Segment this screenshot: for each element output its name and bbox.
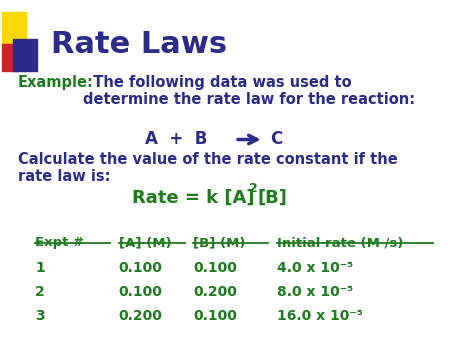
Text: C: C [270, 130, 283, 148]
Text: 0.200: 0.200 [118, 309, 163, 323]
Text: 3: 3 [35, 309, 45, 323]
Text: 2: 2 [35, 285, 45, 299]
Text: 0.100: 0.100 [193, 261, 237, 275]
Text: 16.0 x 10⁻⁵: 16.0 x 10⁻⁵ [277, 309, 363, 323]
Text: 0.100: 0.100 [118, 285, 163, 299]
Text: Initial rate (M /s): Initial rate (M /s) [277, 236, 403, 249]
Text: Calculate the value of the rate constant if the
rate law is:: Calculate the value of the rate constant… [18, 152, 397, 184]
Text: A  +  B: A + B [145, 130, 208, 148]
Bar [13, 39, 37, 71]
Text: Expt #: Expt # [35, 236, 84, 249]
Text: 0.100: 0.100 [118, 261, 163, 275]
Text: 1: 1 [35, 261, 45, 275]
Bar [2, 12, 27, 44]
Text: The following data was used to
determine the rate law for the reaction:: The following data was used to determine… [83, 75, 416, 107]
Text: Rate Laws: Rate Laws [51, 30, 227, 59]
Text: 8.0 x 10⁻⁵: 8.0 x 10⁻⁵ [277, 285, 353, 299]
Bar [2, 44, 18, 71]
Text: [B] (M): [B] (M) [193, 236, 246, 249]
Text: 4.0 x 10⁻⁵: 4.0 x 10⁻⁵ [277, 261, 353, 275]
Text: 0.200: 0.200 [193, 285, 237, 299]
Text: 0.100: 0.100 [193, 309, 237, 323]
Text: Rate = k [A]: Rate = k [A] [132, 189, 255, 207]
Text: [B]: [B] [257, 189, 287, 207]
Text: Example:: Example: [18, 75, 93, 89]
Text: 2: 2 [249, 182, 257, 195]
Text: [A] (M): [A] (M) [118, 236, 171, 249]
